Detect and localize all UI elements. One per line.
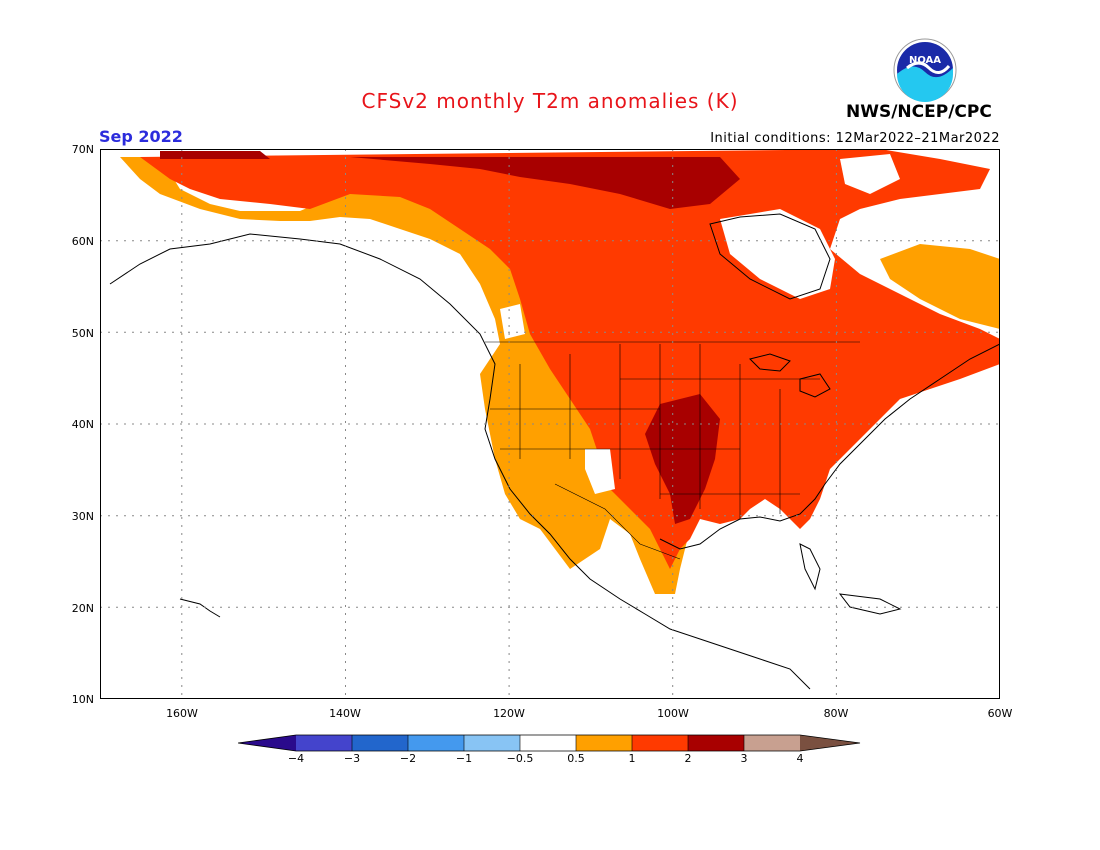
lon-label: 100W <box>657 707 689 720</box>
colorbar-segment <box>632 735 688 751</box>
colorbar-segment <box>800 735 860 751</box>
colorbar-segment <box>520 735 576 751</box>
noaa-logo-icon: NOAA <box>893 38 957 102</box>
anomaly-fields <box>120 149 1000 594</box>
lat-label: 50N <box>71 327 94 340</box>
grid-lines <box>100 149 1000 699</box>
lat-label: 60N <box>71 235 94 248</box>
colorbar-label: 1 <box>628 752 636 765</box>
agency-label: NWS/NCEP/CPC <box>846 102 992 122</box>
colorbar-label: −2 <box>399 752 417 765</box>
colorbar-segment <box>238 735 296 751</box>
initial-conditions: Initial conditions: 12Mar2022–21Mar2022 <box>710 131 1000 146</box>
colorbar-label: −4 <box>287 752 305 765</box>
neutral-region <box>585 449 615 494</box>
colorbar-label: −1 <box>455 752 473 765</box>
lon-label: 80W <box>823 707 849 720</box>
colorbar <box>238 734 861 752</box>
noaa-logo-text: NOAA <box>909 55 941 66</box>
neutral-region <box>840 154 900 194</box>
anomaly-0.5-1-region <box>120 157 690 594</box>
neutral-region <box>500 304 525 339</box>
colorbar-label: 2 <box>684 752 692 765</box>
colorbar-segment <box>688 735 744 751</box>
valid-date: Sep 2022 <box>99 127 183 146</box>
colorbar-segment <box>576 735 632 751</box>
map-title: CFSv2 monthly T2m anomalies (K) <box>361 89 739 113</box>
colorbar-segment <box>744 735 800 751</box>
lon-label: 120W <box>493 707 525 720</box>
anomaly-map <box>100 149 1000 699</box>
lon-label: 160W <box>166 707 198 720</box>
lon-label: 140W <box>329 707 361 720</box>
colorbar-segment <box>464 735 520 751</box>
lat-label: 30N <box>71 510 94 523</box>
lat-label: 20N <box>71 602 94 615</box>
anomaly-2-3-region <box>645 394 720 524</box>
colorbar-segment <box>408 735 464 751</box>
lon-label: 60W <box>987 707 1013 720</box>
colorbar-label: −0.5 <box>506 752 534 765</box>
colorbar-label: 0.5 <box>567 752 585 765</box>
anomaly-0.5-1-region <box>880 244 1000 329</box>
colorbar-segment <box>352 735 408 751</box>
anomaly-2-3-region <box>160 151 270 159</box>
colorbar-label: −3 <box>343 752 361 765</box>
lat-label: 10N <box>71 693 94 706</box>
lat-label: 70N <box>71 143 94 156</box>
colorbar-label: 4 <box>796 752 804 765</box>
colorbar-label: 3 <box>740 752 748 765</box>
lat-label: 40N <box>71 418 94 431</box>
colorbar-segment <box>296 735 352 751</box>
anomaly-2-3-region <box>350 157 740 209</box>
neutral-region <box>720 209 835 299</box>
